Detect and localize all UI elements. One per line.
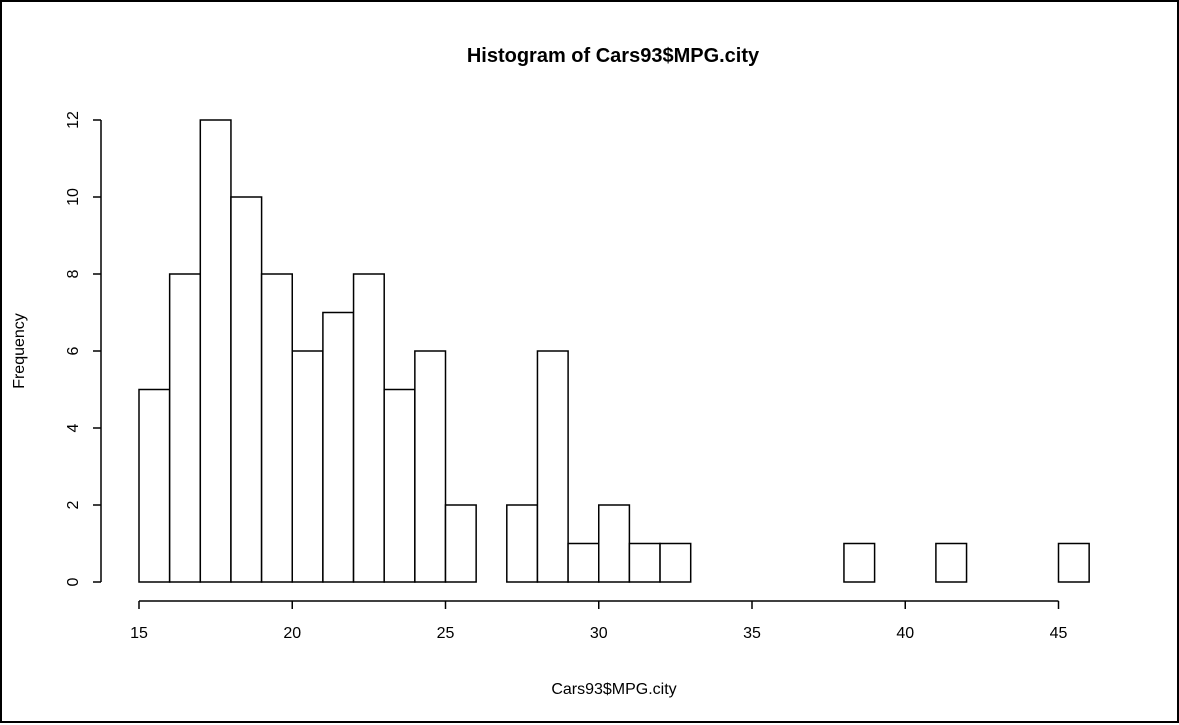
histogram-bar-15: [598, 504, 631, 583]
histogram-bar-26: [935, 542, 968, 583]
x-axis-label: Cars93$MPG.city: [551, 681, 676, 698]
histogram-bar-2: [199, 119, 232, 583]
x-tick-label-15: 15: [130, 625, 148, 642]
histogram-bar-4: [260, 273, 294, 583]
chart-title: Histogram of Cars93$MPG.city: [467, 45, 760, 67]
histogram-bar-9: [414, 350, 447, 583]
y-axis-label: Frequency: [11, 313, 28, 389]
x-tick-label-25: 25: [437, 625, 455, 642]
x-tick-label-40: 40: [896, 625, 914, 642]
x-tick-label-35: 35: [743, 625, 761, 642]
histogram-bar-8: [383, 388, 416, 583]
x-tick-label-45: 45: [1050, 625, 1068, 642]
histogram-bar-13: [536, 350, 569, 583]
histogram-bar-5: [291, 350, 324, 583]
y-tick-label-12: 12: [65, 111, 82, 129]
histogram-bar-23: [843, 542, 876, 583]
bars-group: [138, 119, 1090, 583]
y-tick-label-6: 6: [65, 346, 82, 355]
histogram-bar-12: [506, 504, 539, 583]
y-tick-label-0: 0: [65, 577, 82, 586]
y-axis: 0 2 4 6 8 10 12: [65, 111, 102, 586]
histogram-bar-3: [230, 196, 263, 583]
x-axis: 15 20 25 30 35 40 45: [130, 600, 1068, 642]
y-tick-label-10: 10: [65, 188, 82, 206]
y-tick-label-8: 8: [65, 269, 82, 278]
y-tick-label-2: 2: [65, 500, 82, 509]
x-tick-label-20: 20: [283, 625, 301, 642]
histogram-bar-1: [168, 273, 202, 583]
histogram-bar-16: [628, 542, 661, 583]
histogram-bar-6: [322, 311, 355, 583]
histogram-bar-17: [659, 542, 692, 583]
histogram-bar-14: [567, 542, 600, 583]
histogram-bar-30: [1057, 542, 1090, 583]
histogram-bar-10: [444, 504, 477, 583]
histogram-bar-0: [138, 388, 171, 583]
x-tick-label-30: 30: [590, 625, 608, 642]
histogram-bar-7: [352, 273, 385, 583]
y-tick-label-4: 4: [65, 423, 82, 432]
